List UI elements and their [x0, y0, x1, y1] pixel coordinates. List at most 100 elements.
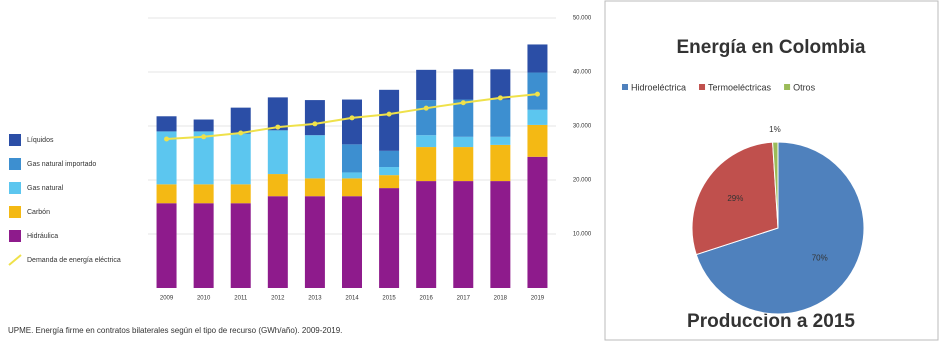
bar-segment [527, 156, 548, 288]
x-tick-label: 2012 [271, 296, 285, 302]
bar-segment [230, 107, 251, 134]
demand-point [534, 91, 540, 97]
source: UPME. Energía firme en contratos bilater… [8, 326, 342, 335]
x-tick-label: 2013 [308, 296, 322, 302]
bar-segment [267, 196, 288, 288]
bar-segment [416, 100, 437, 136]
bar-segment [193, 184, 214, 204]
x-tick-label: 2011 [234, 296, 248, 302]
y-tick-label: 10.000 [573, 232, 592, 238]
x-tick-label: 2015 [382, 296, 396, 302]
demand-point [497, 95, 503, 101]
legend-label: Hidroeléctrica [631, 82, 686, 92]
y-tick-label: 30.000 [573, 124, 592, 130]
bar-segment [490, 99, 511, 137]
legend-label: Otros [793, 82, 816, 92]
bar-segment [453, 99, 474, 137]
bar-segment [304, 135, 325, 179]
bar-segment [304, 178, 325, 197]
bar-segment [379, 150, 400, 168]
bar-segment [379, 175, 400, 189]
pie-slice [695, 141, 865, 315]
legend-label: Gas natural importado [27, 161, 96, 168]
demand-point [349, 115, 355, 121]
bar-segment [342, 144, 362, 173]
bar-segment [379, 167, 400, 176]
demand-point [312, 121, 318, 127]
demand-point [423, 105, 429, 111]
bar-segment [490, 69, 511, 100]
bar-segment [267, 97, 288, 131]
y-tick-label: 40.000 [573, 70, 592, 76]
x-tick-label: 2019 [531, 296, 545, 302]
bar-segment [527, 124, 548, 157]
bar-segment [453, 69, 474, 100]
legend-swatch [9, 182, 21, 194]
bar-segment [156, 184, 177, 204]
legend-swatch [9, 206, 21, 218]
pie-title: Energía en Colombia [677, 37, 866, 58]
bar-segment [379, 188, 400, 288]
y-tick-label: 50.000 [573, 16, 592, 22]
legend-swatch [622, 84, 628, 90]
bar-segment [230, 203, 251, 288]
pie-slice [691, 141, 779, 256]
x-tick-label: 2009 [160, 296, 174, 302]
x-tick-label: 2016 [420, 296, 434, 302]
bar-segment [342, 178, 362, 197]
demand-point [238, 130, 244, 136]
bar-segment [156, 203, 177, 288]
x-tick-label: 2017 [457, 296, 471, 302]
bar-segment [156, 116, 177, 132]
legend-swatch [9, 230, 21, 242]
bar-segment [342, 172, 362, 179]
bar-segment [416, 147, 437, 182]
bar-segment [267, 174, 288, 197]
bar-segment [416, 181, 437, 288]
bar-segment [453, 136, 474, 148]
legend-swatch [784, 84, 791, 90]
bar-segment [416, 135, 437, 148]
bar-segment [193, 203, 214, 288]
bar-segment [527, 109, 548, 125]
bar-segment [527, 72, 548, 110]
pie-slice [772, 141, 779, 229]
bar-segment [416, 69, 437, 101]
pie-subtitle: Produccion a 2015 [687, 311, 855, 332]
demand-point [460, 100, 466, 106]
legend-label: Líquidos [27, 137, 54, 144]
pie-label: 70% [812, 253, 828, 262]
bar-segment [490, 181, 511, 288]
bar-segment [193, 131, 214, 185]
bar-segment [490, 144, 511, 182]
bar-segment [379, 89, 400, 151]
bar-segment [453, 181, 474, 288]
bar-segment [230, 133, 251, 185]
x-tick-label: 2010 [197, 296, 211, 302]
bar-segment [304, 100, 325, 136]
legend-label: Gas natural [27, 185, 64, 192]
bar-segment [342, 99, 362, 145]
pie-label: 1% [769, 125, 781, 134]
x-tick-label: 2018 [494, 296, 508, 302]
bar-segment [230, 184, 251, 204]
bar-segment [490, 136, 511, 145]
bar-segment [304, 196, 325, 288]
bar-segment [342, 196, 362, 288]
legend-label: Termoeléctricas [708, 82, 772, 92]
legend-swatch [699, 84, 706, 90]
y-tick-label: 20.000 [573, 178, 592, 184]
legend-label: Hidráulica [27, 233, 58, 240]
legend-label: Demanda de energía eléctrica [27, 257, 121, 264]
bar-segment [156, 131, 177, 185]
x-tick-label: 2014 [345, 296, 359, 302]
pie-label: 29% [727, 194, 743, 203]
bar-segment [527, 44, 548, 73]
bar-segment [193, 119, 214, 132]
bar-segment [453, 147, 474, 182]
demand-point [201, 134, 207, 140]
demand-point [386, 111, 392, 117]
bar-segment [267, 130, 288, 175]
legend-swatch [9, 134, 21, 146]
